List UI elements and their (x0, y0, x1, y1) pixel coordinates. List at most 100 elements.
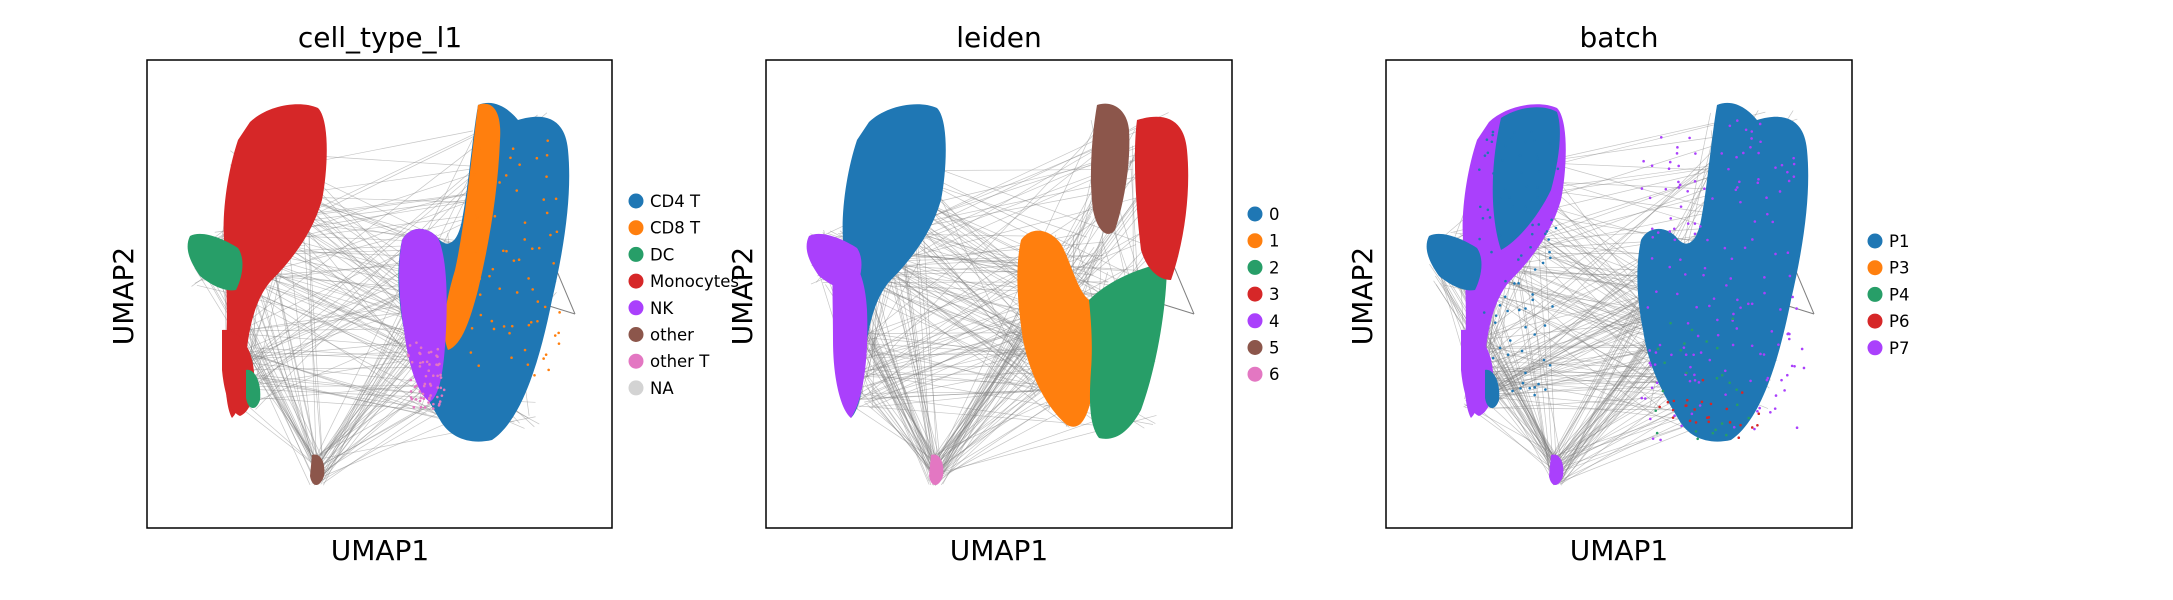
graph-edge (865, 259, 921, 358)
legend-item: P4 (1867, 285, 1909, 304)
p1-point (1496, 202, 1500, 205)
graph-edge (937, 385, 1040, 473)
p7-point (1698, 404, 1702, 407)
p1-point (1537, 223, 1541, 226)
p7-point (1769, 410, 1772, 414)
graph-edge (1559, 427, 1683, 473)
legend-item: 2 (1247, 258, 1280, 277)
p1-point (1544, 232, 1547, 236)
p1-point (1548, 142, 1552, 145)
other-t-point (438, 362, 441, 366)
graph-edge (872, 361, 938, 459)
cd8-t-point (530, 247, 534, 250)
p7-point (1750, 137, 1753, 140)
p7-point (1736, 298, 1739, 302)
graph-edge (297, 223, 477, 243)
p7-point (1770, 330, 1774, 333)
cd8-t-point (488, 274, 491, 278)
other-t-point (422, 397, 426, 400)
graph-edge (236, 308, 434, 332)
p1-point (1548, 250, 1551, 254)
graph-edge (225, 348, 459, 416)
p7-point (1664, 187, 1668, 191)
p7-point (1766, 212, 1769, 216)
legend-label: P6 (1889, 312, 1909, 331)
p1-point (1530, 232, 1534, 236)
graph-edge (1440, 282, 1556, 459)
y-axis-label: UMAP2 (1346, 247, 1379, 346)
graph-edge (1486, 367, 1555, 463)
p7-point (1682, 346, 1686, 349)
p7-point (1649, 417, 1652, 421)
p1-point (1518, 308, 1521, 312)
cd8-t-point (511, 147, 515, 151)
p7-point (1693, 379, 1697, 382)
graph-edge (194, 267, 312, 457)
p7-point (1780, 378, 1783, 382)
graph-edge (249, 385, 417, 401)
cd8-t-point (542, 198, 546, 201)
p1-point (1525, 209, 1529, 213)
legend-item: other T (628, 352, 710, 371)
p1-point (1478, 168, 1481, 171)
p1-point (1498, 304, 1502, 307)
p6-point (1694, 421, 1698, 424)
graph-edge (239, 366, 445, 370)
p4-point (1715, 346, 1719, 350)
legend-label: P4 (1889, 285, 1909, 304)
cd8-t-point (478, 147, 482, 151)
p7-point (1703, 266, 1707, 270)
graph-edge (1468, 373, 1690, 414)
graph-edge (1464, 407, 1698, 411)
p7-point (1739, 200, 1742, 204)
legend-label: 3 (1269, 285, 1280, 304)
legend-item: CD8 T (628, 219, 701, 238)
graph-edge (302, 229, 323, 456)
p7-point (1686, 189, 1689, 193)
p4-point (1735, 388, 1738, 391)
graph-edge (1552, 422, 1711, 486)
legend-item: DC (628, 245, 674, 264)
graph-edge (1535, 203, 1554, 476)
legend-marker (628, 193, 644, 209)
p7-point (1716, 318, 1719, 322)
graph-edge (1470, 334, 1690, 431)
graph-edge (865, 120, 1107, 377)
p1-point (1503, 295, 1507, 299)
p7-point (1699, 225, 1702, 228)
cd8-t-point (494, 139, 498, 143)
cd8-t-point (536, 319, 539, 323)
other-t-point (431, 407, 435, 410)
p7-point (1774, 252, 1777, 256)
graph-edge (1544, 237, 1558, 478)
x-axis-label: UMAP1 (331, 534, 430, 567)
cd8-t-point (546, 139, 550, 142)
other-t-point (436, 395, 439, 399)
p7-point (1654, 351, 1658, 354)
p1-point (1533, 138, 1536, 142)
p7-point (1802, 366, 1806, 370)
graph-edge (1489, 254, 1650, 359)
p7-point (1749, 146, 1752, 149)
other-t-point (427, 369, 431, 373)
p1-point (1536, 186, 1539, 189)
cd8-t-cluster (444, 103, 501, 350)
p7-point (1757, 177, 1760, 181)
graph-edge (252, 256, 286, 396)
p4-point (1747, 416, 1751, 420)
graph-edge (1557, 387, 1683, 485)
p7-point (1703, 187, 1706, 191)
other-t-point (436, 374, 439, 378)
p7-point (1743, 246, 1747, 250)
legend-label: CD4 T (650, 192, 701, 211)
other-t-point (427, 351, 431, 354)
p1-point (1518, 154, 1522, 157)
p7-point (1730, 257, 1734, 261)
p4-point (1656, 347, 1660, 351)
legend-item: 5 (1247, 339, 1280, 358)
cd8-t-point (483, 241, 487, 245)
p7-point (1732, 425, 1736, 429)
p1-point (1547, 238, 1550, 241)
p7-point (1651, 235, 1655, 239)
legend-label: Monocytes (650, 272, 739, 291)
